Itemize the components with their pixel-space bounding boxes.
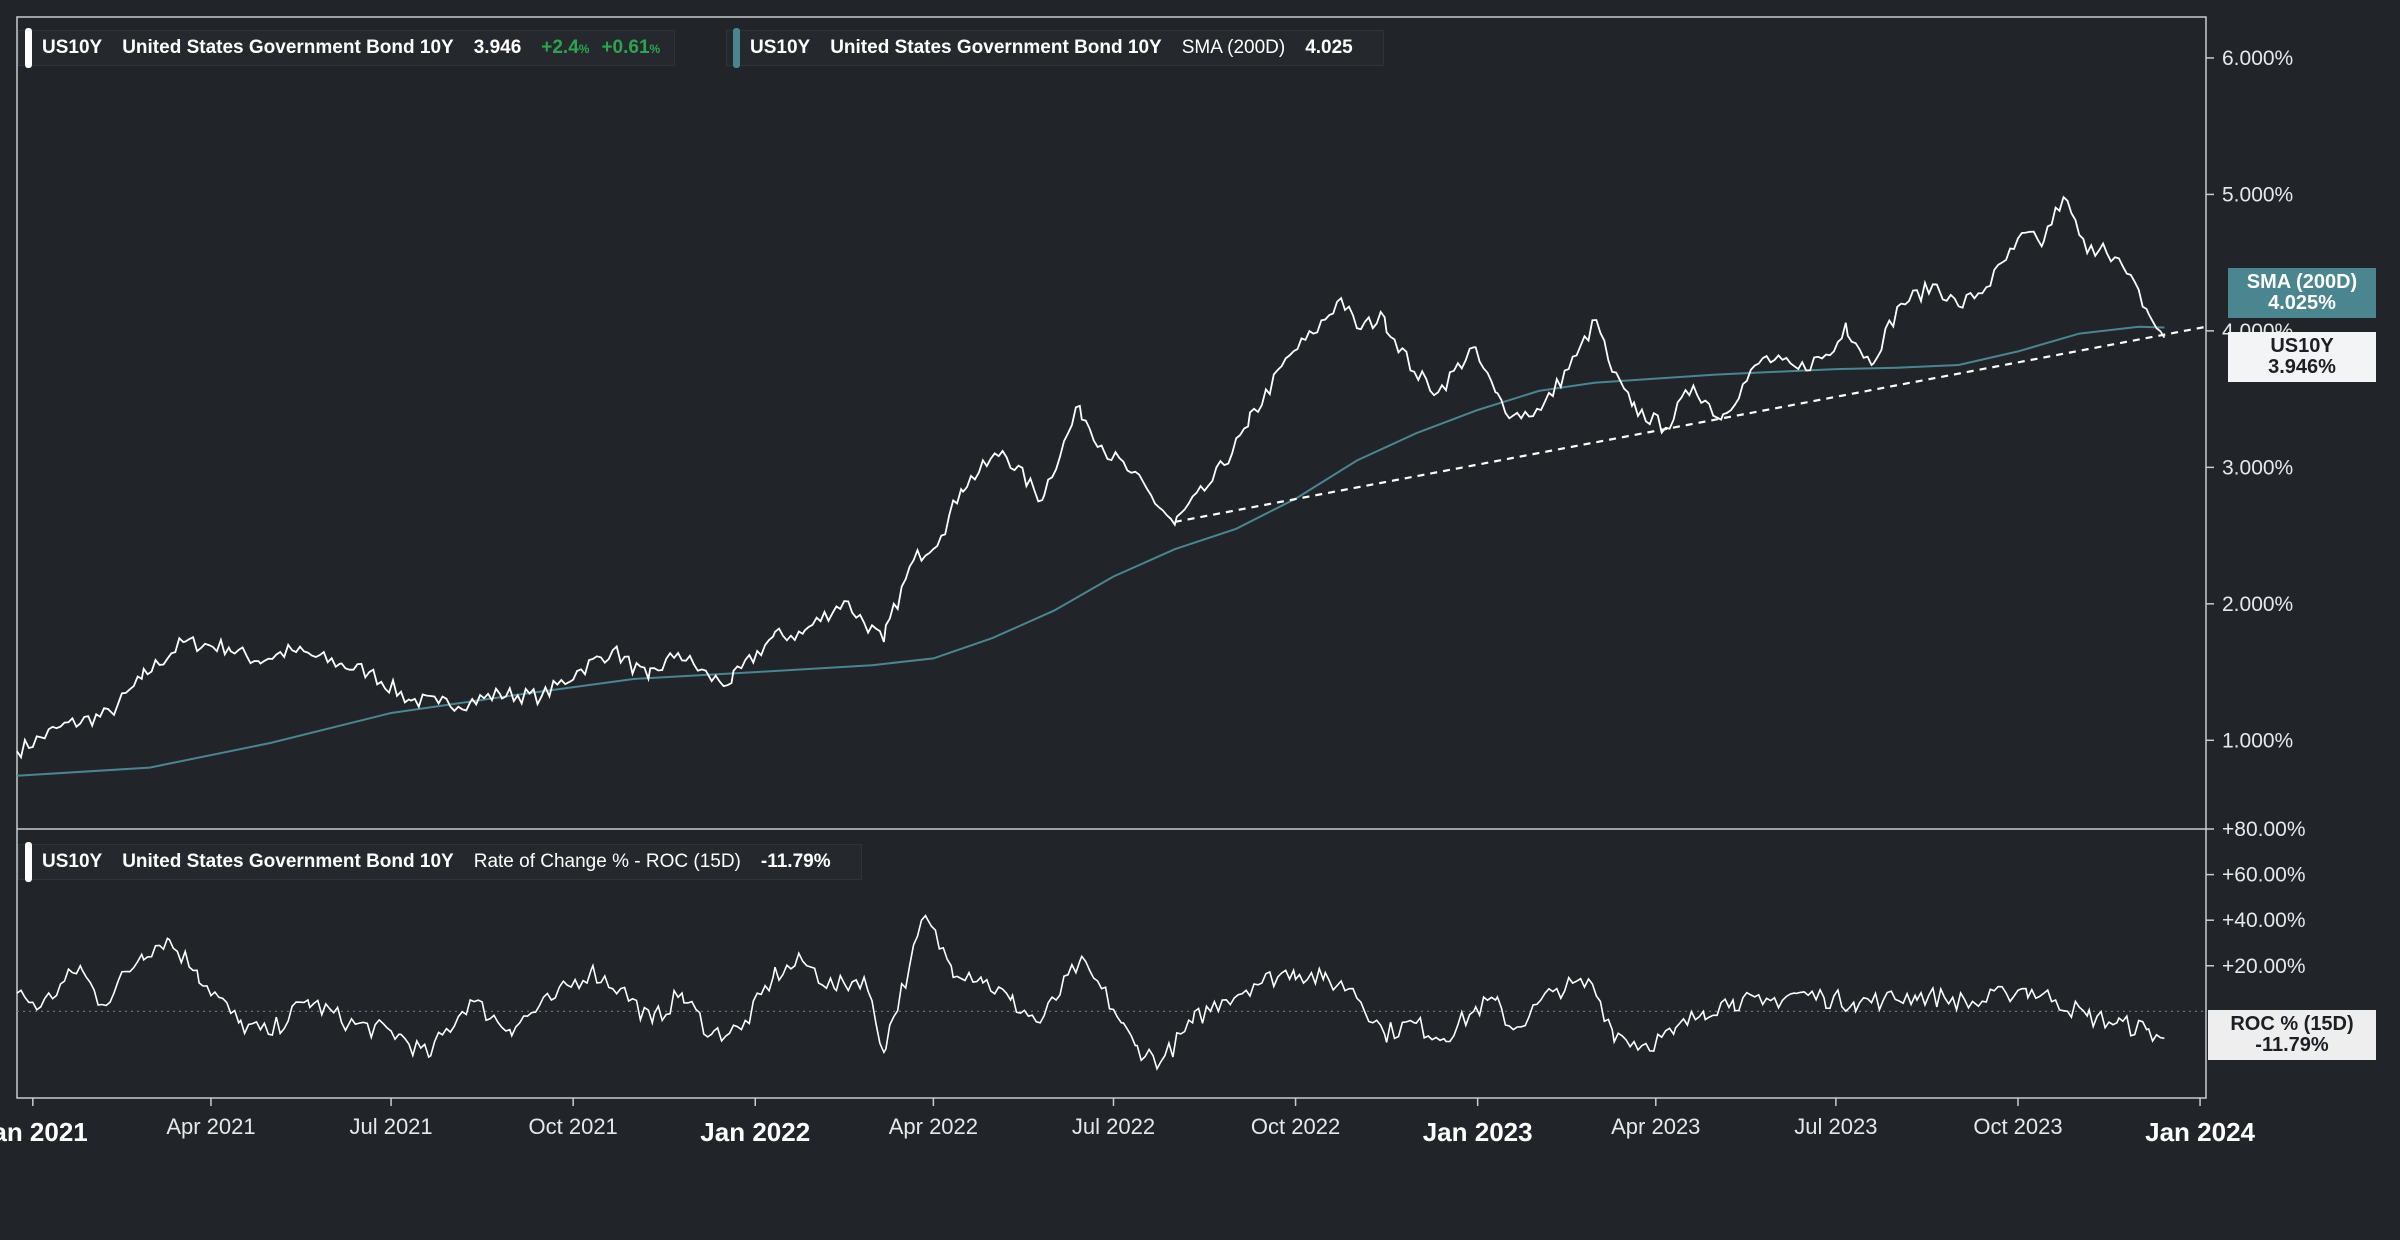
trendline: [1174, 325, 2207, 523]
x-tick-label: Jan 2021: [0, 1117, 88, 1147]
y-tick-label: 6.000%: [2222, 47, 2293, 70]
sma-tag-label: SMA (200D): [2246, 271, 2358, 293]
y-tick-label: 1.000%: [2222, 729, 2293, 752]
legend-roc-symbol: US10Y: [42, 851, 103, 872]
legend-sma[interactable]: US10Y United States Government Bond 10Y …: [726, 28, 1384, 68]
roc-tag-label: ROC % (15D): [2230, 1013, 2354, 1035]
legend-price-name: United States Government Bond 10Y: [122, 37, 454, 58]
roc-y-tick-label: +60.00%: [2222, 864, 2306, 887]
us10y-line: [16, 195, 2166, 760]
legend-roc-swatch: [25, 842, 32, 882]
roc-tag-value: -11.79%: [2255, 1034, 2329, 1056]
legend-sma-value: 4.025: [1305, 37, 1353, 58]
sma-value-tag: SMA (200D) 4.025%: [2228, 268, 2376, 318]
price-series: [16, 195, 2166, 760]
us10y-tag-label: US10Y: [2270, 335, 2334, 357]
x-tick-label: Apr 2022: [889, 1114, 978, 1139]
legend-roc-indicator: Rate of Change % - ROC (15D): [473, 851, 741, 872]
legend-price-change: +2.4%: [541, 37, 590, 58]
x-tick-label: Jul 2023: [1794, 1114, 1877, 1139]
x-tick-label: Jan 2024: [2145, 1117, 2255, 1147]
roc-y-tick-label: +20.00%: [2222, 955, 2306, 978]
y-axis-labels: 6.000%5.000%4.000%3.000%2.000%1.000%+80.…: [2206, 47, 2306, 978]
legend-price-symbol: US10Y: [42, 37, 103, 58]
roc-series: [16, 914, 2165, 1071]
plot-border: [16, 16, 2207, 1099]
x-tick-label: Jul 2021: [349, 1114, 432, 1139]
legend-roc-name: United States Government Bond 10Y: [122, 851, 454, 872]
legend-price-swatch: [25, 28, 32, 68]
x-tick-label: Jan 2023: [1423, 1117, 1533, 1147]
trendline-series: [1174, 325, 2207, 523]
legend-sma-swatch: [733, 28, 740, 68]
x-tick-label: Apr 2023: [1611, 1114, 1700, 1139]
legend-price-change-pct: +0.61%: [601, 37, 661, 58]
roc-line: [16, 914, 2165, 1071]
sma-tag-value: 4.025%: [2268, 292, 2336, 314]
x-tick-label: Jul 2022: [1072, 1114, 1155, 1139]
legend-roc[interactable]: US10Y United States Government Bond 10Y …: [18, 842, 862, 882]
legend-sma-indicator: SMA (200D): [1181, 37, 1286, 58]
axes-frame: [16, 16, 2207, 1099]
roc-y-tick-label: +40.00%: [2222, 909, 2306, 932]
y-tick-label: 2.000%: [2222, 593, 2293, 616]
x-axis-labels: Jan 2021 Apr 2021 Jul 2021 Oct 2021 Jan 2022…: [0, 1098, 2256, 1147]
x-tick-label: Oct 2023: [1973, 1114, 2062, 1139]
roc-value-tag: ROC % (15D) -11.79%: [2208, 1010, 2376, 1060]
legend-price-value: 3.946: [473, 37, 522, 58]
x-tick-label: Oct 2022: [1251, 1114, 1340, 1139]
us10y-value-tag: US10Y 3.946%: [2228, 332, 2376, 382]
x-tick-label: Apr 2021: [166, 1114, 255, 1139]
legend-price[interactable]: US10Y United States Government Bond 10Y …: [18, 28, 676, 68]
sma-series: [16, 325, 2165, 777]
y-tick-label: 3.000%: [2222, 456, 2293, 479]
us10y-tag-value: 3.946%: [2268, 356, 2336, 378]
x-tick-label: Jan 2022: [700, 1117, 810, 1147]
legend-sma-name: United States Government Bond 10Y: [830, 37, 1162, 58]
roc-y-tick-label: +80.00%: [2222, 818, 2306, 841]
sma-line: [16, 325, 2165, 777]
legend-roc-value: -11.79%: [760, 851, 831, 872]
x-tick-label: Oct 2021: [529, 1114, 618, 1139]
y-tick-label: 5.000%: [2222, 183, 2293, 206]
legend-sma-symbol: US10Y: [750, 37, 811, 58]
